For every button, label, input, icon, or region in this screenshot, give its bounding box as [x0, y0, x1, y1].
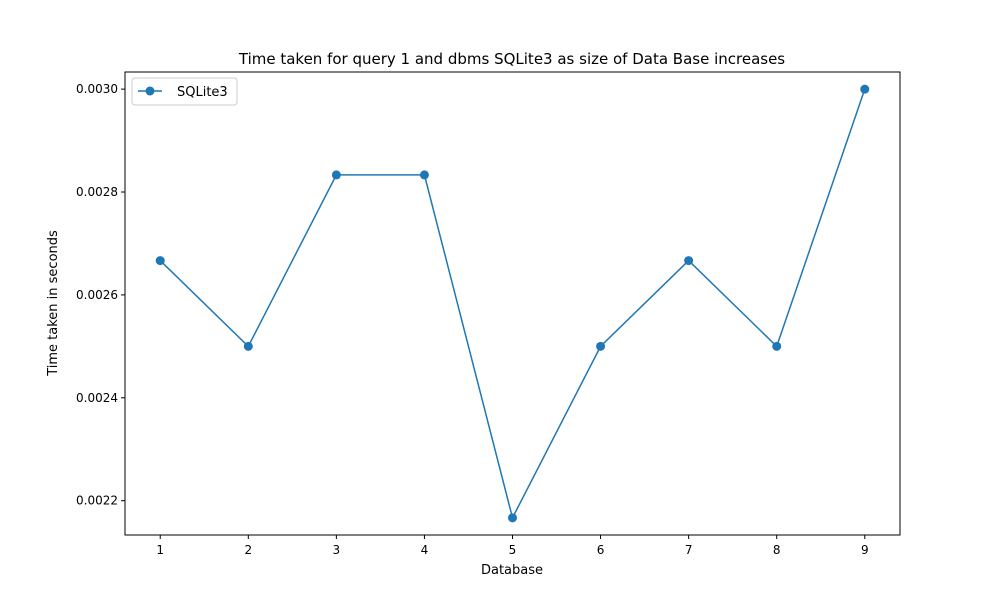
series-line-sqlite3 [159, 88, 866, 520]
x-axis-ticks: 1 2 3 4 5 6 7 8 9 [156, 535, 869, 557]
y-tick-label: 0.0028 [76, 185, 118, 199]
x-tick-label: 7 [685, 543, 693, 557]
legend: SQLite3 [131, 77, 238, 106]
legend-box [131, 77, 238, 106]
x-tick-label: 2 [244, 543, 252, 557]
x-tick-label: 8 [773, 543, 781, 557]
y-tick-label: 0.0030 [76, 82, 118, 96]
x-tick-label: 9 [861, 543, 869, 557]
y-tick-label: 0.0022 [76, 494, 118, 508]
data-point [155, 256, 165, 266]
x-tick-label: 5 [509, 543, 517, 557]
x-tick-label: 1 [156, 543, 164, 557]
legend-label-sqlite3: SQLite3 [177, 85, 228, 100]
data-point [772, 341, 782, 351]
x-tick-label: 4 [421, 543, 429, 557]
chart-title: Time taken for query 1 and dbms SQLite3 … [238, 50, 785, 68]
data-point [860, 84, 870, 94]
y-axis-ticks: 0.0022 0.0024 0.0026 0.0028 0.0030 [76, 82, 125, 508]
x-axis-label: Database [481, 563, 543, 578]
x-tick-label: 3 [333, 543, 341, 557]
y-tick-label: 0.0024 [76, 391, 118, 405]
data-point [243, 341, 253, 351]
data-point [508, 513, 517, 523]
x-tick-label: 6 [597, 543, 605, 557]
legend-point-marker [145, 86, 155, 96]
y-tick-label: 0.0026 [76, 288, 118, 302]
data-point [419, 170, 429, 180]
data-point [596, 341, 606, 351]
series-layer [155, 84, 870, 523]
plot-frame [124, 71, 901, 536]
data-point [331, 170, 341, 180]
data-point [684, 256, 694, 266]
y-axis-label: Time taken in seconds [46, 230, 61, 377]
